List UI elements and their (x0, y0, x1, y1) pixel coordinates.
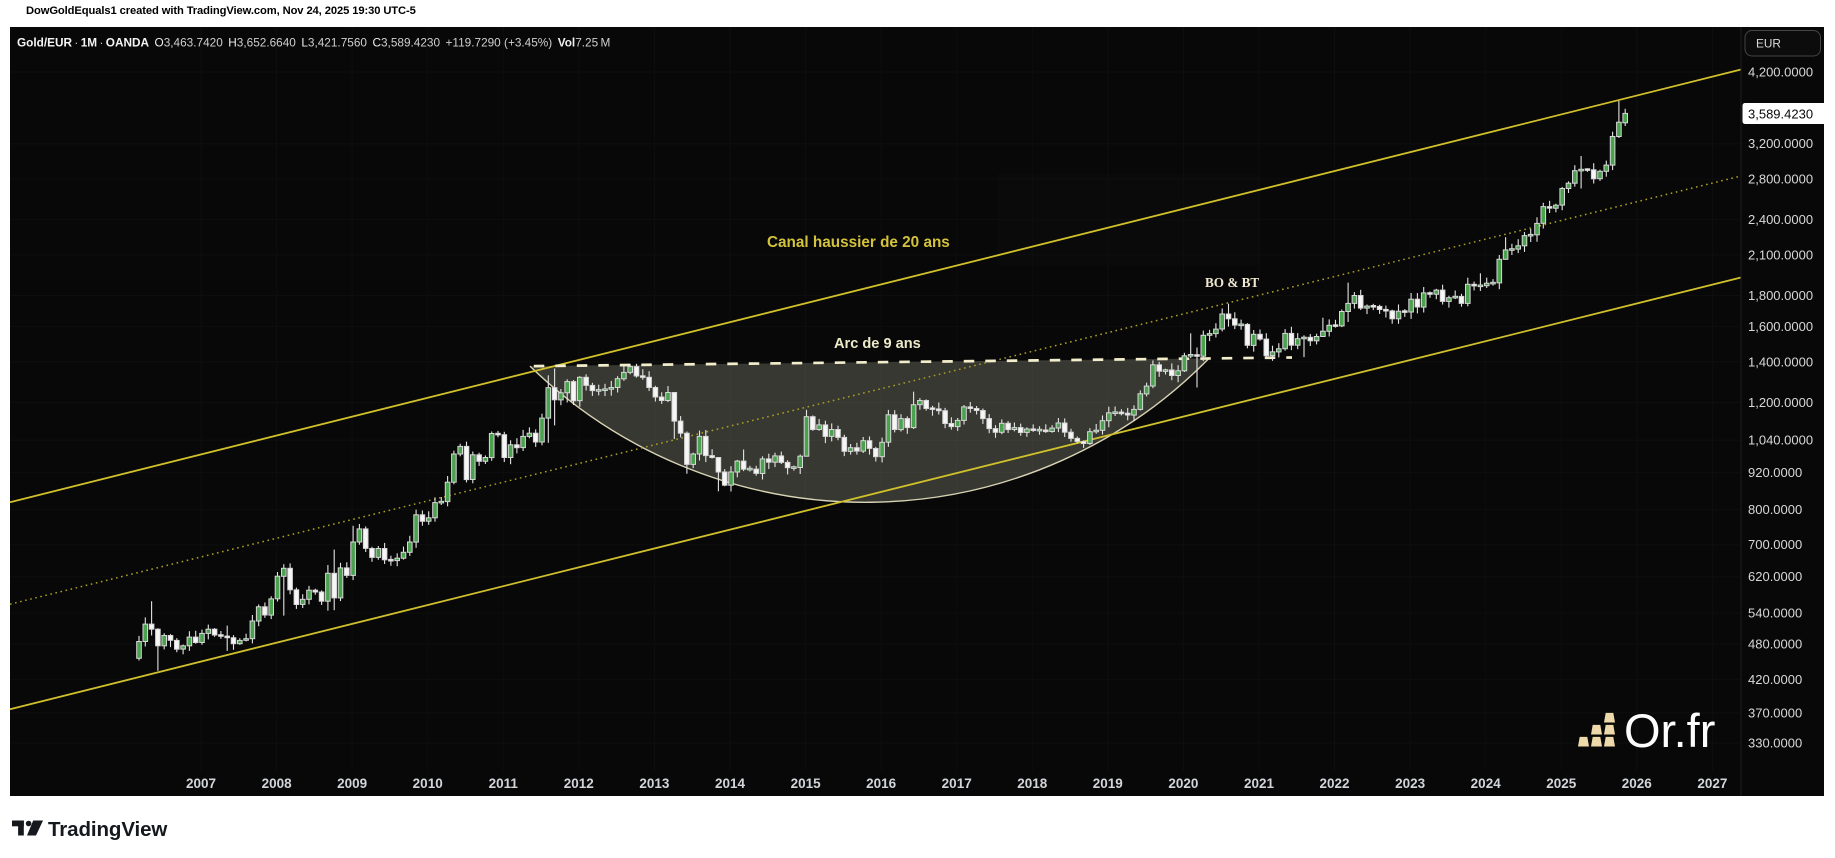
svg-text:700.0000: 700.0000 (1748, 537, 1802, 552)
svg-text:2016: 2016 (866, 776, 897, 791)
svg-text:BO & BT: BO & BT (1205, 275, 1259, 290)
svg-text:1,800.0000: 1,800.0000 (1748, 288, 1813, 303)
svg-text:2017: 2017 (942, 776, 972, 791)
svg-text:2022: 2022 (1319, 776, 1349, 791)
svg-text:330.0000: 330.0000 (1748, 736, 1802, 751)
svg-text:EUR: EUR (1756, 37, 1781, 51)
svg-text:2010: 2010 (413, 776, 443, 791)
svg-text:2009: 2009 (337, 776, 367, 791)
svg-text:2,100.0000: 2,100.0000 (1748, 247, 1813, 262)
svg-text:3,200.0000: 3,200.0000 (1748, 136, 1813, 151)
svg-text:2008: 2008 (262, 776, 293, 791)
svg-text:1,400.0000: 1,400.0000 (1748, 354, 1813, 369)
svg-text:Arc de 9 ans: Arc de 9 ans (834, 336, 921, 352)
svg-text:2018: 2018 (1017, 776, 1048, 791)
svg-text:2011: 2011 (489, 776, 519, 791)
svg-text:Canal haussier de 20 ans: Canal haussier de 20 ans (767, 234, 950, 251)
svg-text:2026: 2026 (1622, 776, 1653, 791)
svg-text:1,040.0000: 1,040.0000 (1748, 433, 1813, 448)
svg-text:Or.fr: Or.fr (1624, 704, 1715, 757)
svg-text:2023: 2023 (1395, 776, 1426, 791)
svg-text:420.0000: 420.0000 (1748, 672, 1802, 687)
svg-text:370.0000: 370.0000 (1748, 705, 1802, 720)
svg-text:800.0000: 800.0000 (1748, 502, 1802, 517)
svg-text:540.0000: 540.0000 (1748, 606, 1802, 621)
svg-text:480.0000: 480.0000 (1748, 637, 1802, 652)
svg-text:2,400.0000: 2,400.0000 (1748, 212, 1813, 227)
svg-text:2025: 2025 (1546, 776, 1577, 791)
svg-text:4,200.0000: 4,200.0000 (1748, 65, 1813, 80)
svg-text:2027: 2027 (1697, 776, 1727, 791)
svg-text:2015: 2015 (791, 776, 822, 791)
svg-text:2,800.0000: 2,800.0000 (1748, 172, 1813, 187)
svg-text:920.0000: 920.0000 (1748, 465, 1802, 480)
svg-text:2021: 2021 (1244, 776, 1275, 791)
svg-text:2013: 2013 (639, 776, 670, 791)
svg-text:1,600.0000: 1,600.0000 (1748, 319, 1813, 334)
svg-text:1,200.0000: 1,200.0000 (1748, 395, 1813, 410)
svg-text:620.0000: 620.0000 (1748, 569, 1802, 584)
svg-text:2014: 2014 (715, 776, 746, 791)
svg-text:2012: 2012 (564, 776, 594, 791)
svg-text:2020: 2020 (1168, 776, 1198, 791)
svg-text:3,589.4230: 3,589.4230 (1748, 107, 1813, 122)
svg-text:2007: 2007 (186, 776, 216, 791)
svg-text:2019: 2019 (1093, 776, 1123, 791)
svg-text:2024: 2024 (1471, 776, 1502, 791)
